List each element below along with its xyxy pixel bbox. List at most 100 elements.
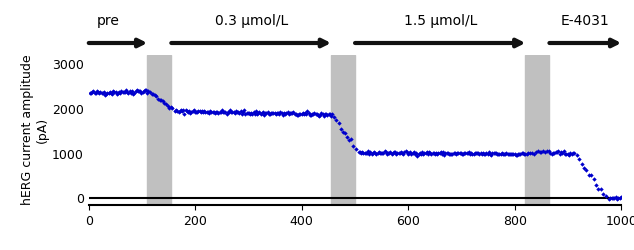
Point [357, 150, 367, 154]
Point [273, 111, 283, 115]
Point [441, 152, 451, 156]
Point [600, 194, 611, 198]
Point [608, 196, 618, 200]
Point [513, 152, 523, 156]
Point [145, 90, 155, 94]
Point [278, 112, 288, 116]
Point [451, 152, 461, 156]
Point [153, 97, 163, 101]
Point [143, 88, 153, 92]
Point [101, 92, 112, 96]
Point [121, 88, 131, 92]
Point [533, 149, 543, 153]
Point [551, 150, 561, 154]
Point [527, 151, 537, 155]
Point [431, 151, 441, 155]
Point [313, 113, 323, 117]
Point [282, 110, 292, 114]
Point [355, 150, 365, 154]
Point [223, 110, 233, 114]
Point [472, 151, 482, 155]
Point [113, 90, 123, 94]
Point [378, 151, 389, 155]
Point [293, 112, 303, 116]
Point [501, 152, 512, 156]
Text: 1.5 μmol/L: 1.5 μmol/L [404, 14, 477, 28]
Point [211, 110, 221, 114]
Point [525, 152, 535, 156]
Point [193, 108, 204, 112]
Point [463, 152, 473, 156]
Point [192, 110, 202, 114]
Point [314, 114, 324, 118]
Point [297, 112, 307, 116]
Point [290, 112, 300, 116]
Point [315, 113, 325, 117]
Point [99, 90, 109, 94]
Point [239, 108, 249, 112]
Point [131, 89, 141, 93]
Point [183, 110, 193, 114]
Point [351, 147, 361, 151]
Point [259, 112, 269, 116]
Point [221, 110, 231, 114]
Bar [147, 55, 171, 205]
Point [191, 110, 201, 114]
Point [444, 152, 454, 156]
Point [372, 152, 382, 156]
Point [138, 90, 148, 94]
Point [285, 111, 295, 115]
Point [321, 112, 331, 116]
Point [488, 151, 498, 155]
Point [346, 136, 356, 140]
Point [377, 151, 387, 155]
Point [456, 151, 466, 155]
Point [484, 150, 494, 154]
Point [108, 88, 119, 92]
Point [275, 112, 285, 116]
Point [224, 110, 234, 114]
Point [221, 112, 231, 116]
Point [510, 152, 520, 156]
Point [596, 187, 606, 191]
Point [439, 153, 450, 157]
Point [306, 113, 316, 117]
Point [557, 151, 567, 155]
Point [202, 110, 212, 114]
Point [416, 152, 426, 156]
Point [515, 152, 526, 156]
Point [479, 152, 489, 156]
Point [593, 187, 604, 191]
Point [538, 149, 548, 153]
Point [405, 150, 415, 154]
Point [462, 152, 472, 156]
Point [115, 91, 126, 95]
Point [247, 112, 257, 116]
Point [335, 128, 346, 132]
Point [198, 110, 208, 114]
Point [446, 152, 456, 156]
Point [205, 110, 216, 114]
Point [190, 110, 200, 114]
Point [358, 151, 368, 155]
Point [238, 110, 248, 114]
Point [275, 110, 285, 114]
Point [464, 150, 474, 154]
Point [148, 92, 158, 96]
Point [383, 151, 393, 155]
Point [395, 152, 405, 156]
Point [426, 152, 436, 156]
Point [506, 152, 516, 156]
Point [283, 112, 294, 116]
Point [370, 151, 380, 155]
Point [103, 92, 113, 96]
Point [279, 111, 289, 115]
Point [545, 151, 555, 155]
Point [246, 111, 256, 115]
Point [397, 151, 407, 155]
Point [182, 109, 192, 113]
Point [295, 112, 306, 116]
Point [93, 90, 103, 94]
Point [323, 112, 333, 116]
Point [348, 144, 358, 148]
